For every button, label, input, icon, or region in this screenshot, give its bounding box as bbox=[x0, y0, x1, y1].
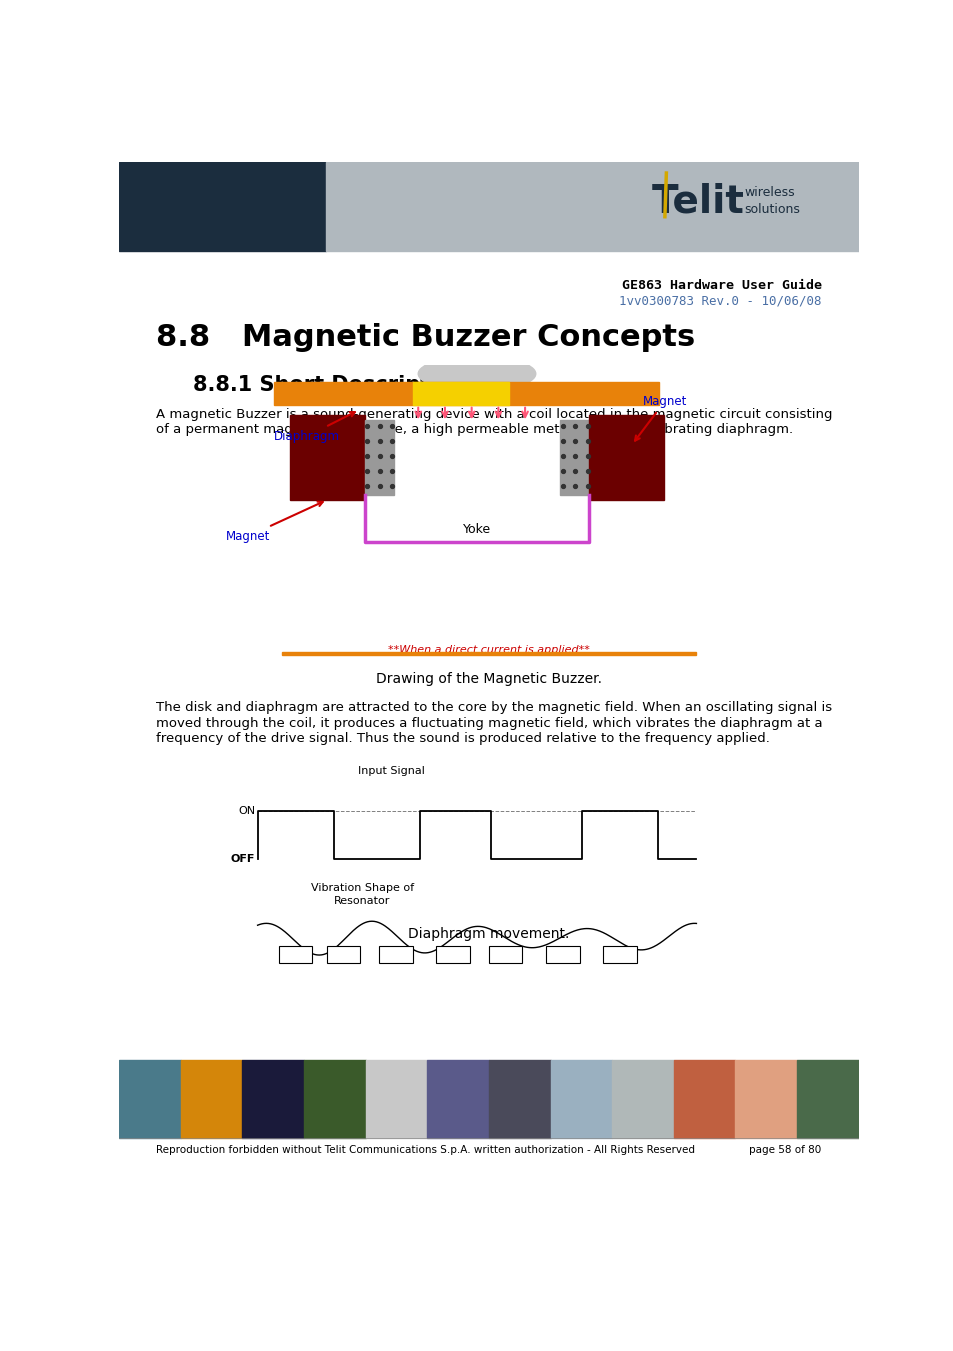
Text: Telit: Telit bbox=[651, 182, 743, 220]
Text: ON: ON bbox=[238, 807, 254, 816]
Bar bbox=[378, 946, 412, 963]
Text: 8.8   Magnetic Buzzer Concepts: 8.8 Magnetic Buzzer Concepts bbox=[156, 323, 695, 353]
Ellipse shape bbox=[417, 357, 536, 392]
Text: Input Signal: Input Signal bbox=[357, 766, 424, 775]
Bar bbox=[427, 1061, 488, 1138]
Bar bbox=[488, 946, 522, 963]
Text: OFF: OFF bbox=[231, 854, 254, 863]
Bar bbox=[589, 415, 663, 500]
Bar bbox=[413, 382, 509, 405]
Bar bbox=[602, 946, 636, 963]
Bar bbox=[290, 415, 364, 500]
Text: GE863 Hardware User Guide: GE863 Hardware User Guide bbox=[621, 278, 821, 292]
Bar bbox=[181, 1061, 242, 1138]
Text: **When a direct current is applied**: **When a direct current is applied** bbox=[388, 644, 589, 655]
Bar bbox=[550, 1061, 612, 1138]
Bar bbox=[119, 162, 326, 250]
Text: Drawing of the Magnetic Buzzer.: Drawing of the Magnetic Buzzer. bbox=[375, 671, 601, 686]
Text: Vibration Shape of
Resonator: Vibration Shape of Resonator bbox=[311, 884, 414, 905]
Text: Diaphragm: Diaphragm bbox=[274, 412, 355, 443]
Bar bbox=[326, 946, 359, 963]
Text: 1vv0300783 Rev.0 - 10/06/08: 1vv0300783 Rev.0 - 10/06/08 bbox=[618, 295, 821, 307]
Text: wireless
solutions: wireless solutions bbox=[743, 186, 799, 216]
Bar bbox=[488, 1061, 550, 1138]
Text: page 58 of 80: page 58 of 80 bbox=[749, 1146, 821, 1155]
Bar bbox=[304, 1061, 365, 1138]
Bar bbox=[278, 946, 312, 963]
Bar bbox=[673, 1061, 735, 1138]
Text: moved through the coil, it produces a fluctuating magnetic field, which vibrates: moved through the coil, it produces a fl… bbox=[156, 716, 822, 730]
Bar bbox=[326, 162, 858, 250]
Text: The disk and diaphragm are attracted to the core by the magnetic field. When an : The disk and diaphragm are attracted to … bbox=[156, 701, 831, 713]
Text: 8.8.1 Short Description: 8.8.1 Short Description bbox=[193, 376, 466, 396]
Bar bbox=[365, 1061, 427, 1138]
Bar bbox=[735, 1061, 796, 1138]
Bar bbox=[364, 420, 394, 494]
Bar bbox=[612, 1061, 673, 1138]
Bar bbox=[282, 653, 696, 655]
Bar bbox=[436, 946, 469, 963]
Text: Reproduction forbidden without Telit Communications S.p.A. written authorization: Reproduction forbidden without Telit Com… bbox=[156, 1146, 695, 1155]
Bar bbox=[796, 1061, 858, 1138]
Bar bbox=[242, 1061, 304, 1138]
Bar bbox=[559, 420, 589, 494]
Bar bbox=[545, 946, 578, 963]
Text: A magnetic Buzzer is a sound-generating device with a coil located in the magnet: A magnetic Buzzer is a sound-generating … bbox=[156, 408, 832, 420]
Text: Magnet: Magnet bbox=[635, 394, 686, 440]
Text: of a permanent magnet, an iron core, a high permeable metal disk, and a vibratin: of a permanent magnet, an iron core, a h… bbox=[156, 423, 793, 436]
Text: Diaphragm movement.: Diaphragm movement. bbox=[408, 927, 569, 940]
Bar bbox=[119, 1061, 181, 1138]
Text: frequency of the drive signal. Thus the sound is produced relative to the freque: frequency of the drive signal. Thus the … bbox=[156, 732, 769, 746]
Text: Yoke: Yoke bbox=[462, 523, 491, 536]
Bar bbox=[274, 382, 658, 405]
Text: Magnet: Magnet bbox=[226, 501, 322, 543]
